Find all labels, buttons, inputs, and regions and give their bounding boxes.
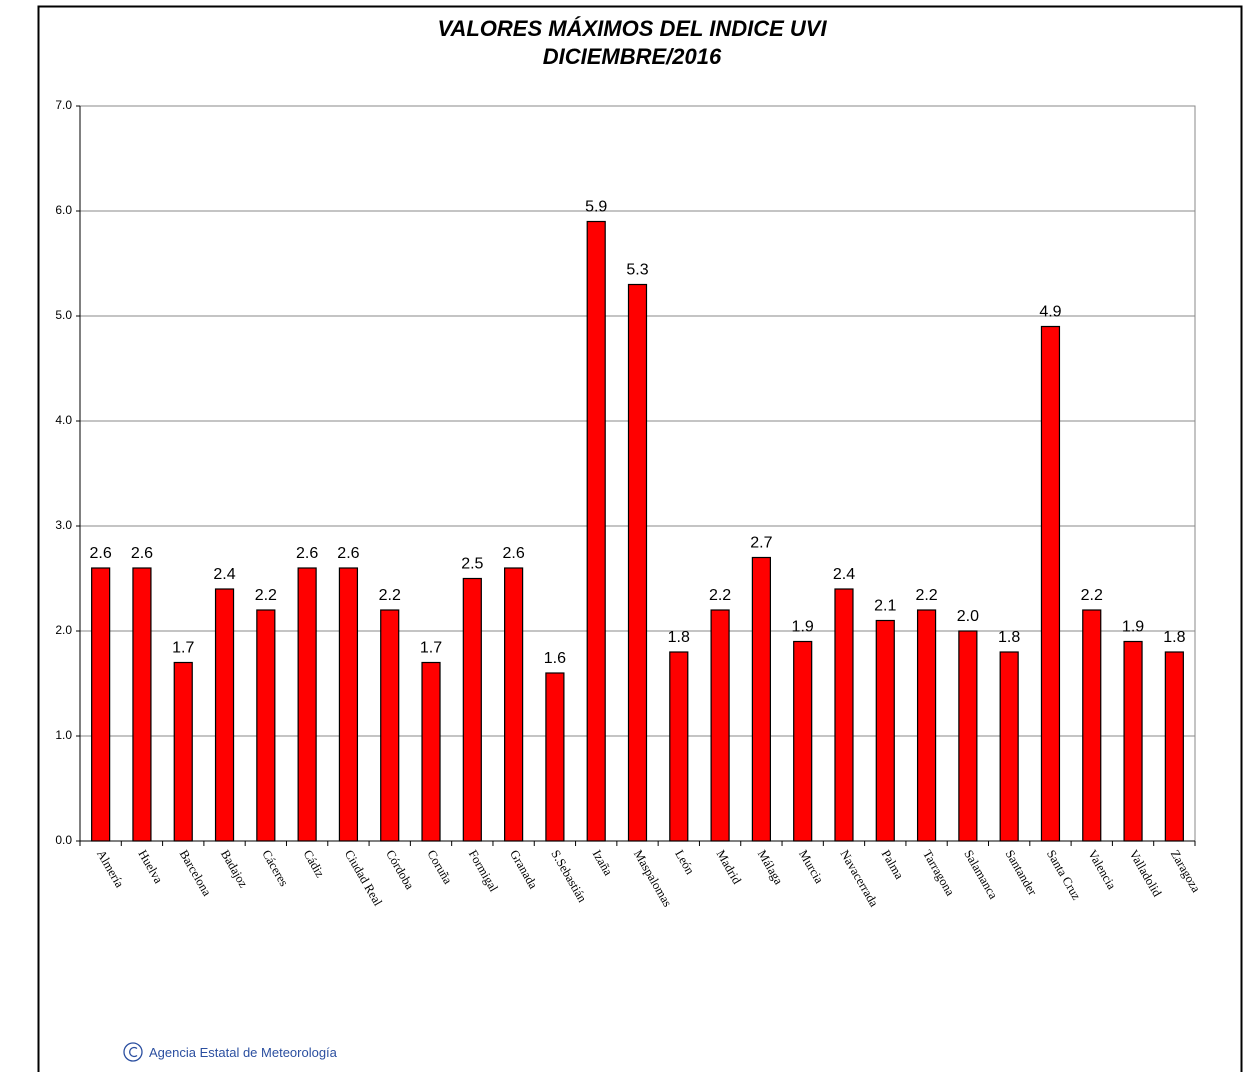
x-tick-label: Zaragoza xyxy=(1168,848,1204,896)
bar xyxy=(793,640,813,842)
bar xyxy=(462,577,482,842)
value-label: 2.6 xyxy=(296,545,318,562)
x-tick-label: Málaga xyxy=(755,848,786,888)
x-tick-label: Cádiz xyxy=(301,848,328,881)
value-label: 2.6 xyxy=(337,545,359,562)
value-label: 1.6 xyxy=(544,650,566,667)
x-tick-label: Valencia xyxy=(1085,848,1119,893)
bar xyxy=(958,630,978,842)
frame xyxy=(37,5,1243,1072)
x-tick-label: Cáceres xyxy=(259,848,291,889)
value-label: 2.2 xyxy=(1081,587,1103,604)
value-label: 2.0 xyxy=(957,608,979,625)
x-tick-label: Tarragona xyxy=(920,848,958,899)
y-tick-label: 6.0 xyxy=(55,203,72,217)
value-label: 4.9 xyxy=(1039,304,1061,321)
bar xyxy=(1082,609,1102,842)
bar xyxy=(669,651,689,842)
chart-title: VALORES MÁXIMOS DEL INDICE UVI xyxy=(437,16,827,41)
bar xyxy=(875,619,895,842)
value-label: 2.7 xyxy=(750,535,772,552)
copyright-icon xyxy=(123,1042,143,1062)
x-tick-label: Santa Cruz xyxy=(1044,848,1084,903)
x-tick-label: Córdoba xyxy=(383,848,417,893)
bar xyxy=(1164,651,1184,842)
value-label: 1.7 xyxy=(420,640,442,657)
x-tick-label: Badajoz xyxy=(218,848,251,891)
x-tick-label: Salamanca xyxy=(961,848,1000,902)
value-label: 1.7 xyxy=(172,640,194,657)
value-label: 1.8 xyxy=(998,629,1020,646)
value-label: 2.2 xyxy=(379,587,401,604)
bar xyxy=(545,672,565,842)
x-tick-label: León xyxy=(672,848,697,878)
bar xyxy=(380,609,400,842)
x-tick-label: Huelva xyxy=(135,848,165,887)
value-label: 5.9 xyxy=(585,199,607,216)
value-label: 2.2 xyxy=(255,587,277,604)
x-tick-label: Maspalomas xyxy=(631,848,675,910)
bar xyxy=(421,661,441,842)
bar xyxy=(91,567,111,842)
bar xyxy=(214,588,235,842)
x-tick-label: Murcia xyxy=(796,848,826,887)
x-tick-label: Barcelona xyxy=(177,848,215,899)
value-label: 1.9 xyxy=(792,619,814,636)
bar xyxy=(627,283,648,842)
bar xyxy=(173,661,193,842)
value-label: 2.4 xyxy=(833,566,855,583)
value-label: 2.6 xyxy=(502,545,524,562)
value-label: 2.6 xyxy=(131,545,153,562)
x-tick-label: Palma xyxy=(879,848,907,882)
value-label: 2.5 xyxy=(461,556,483,573)
value-label: 2.2 xyxy=(709,587,731,604)
value-label: 1.9 xyxy=(1122,619,1144,636)
y-tick-label: 5.0 xyxy=(55,308,72,322)
value-label: 2.1 xyxy=(874,598,896,615)
y-tick-label: 4.0 xyxy=(55,413,72,427)
bar xyxy=(297,567,317,842)
bar xyxy=(834,588,854,842)
bar xyxy=(504,567,524,842)
bar xyxy=(710,609,730,842)
bar xyxy=(338,567,359,842)
y-tick-label: 1.0 xyxy=(55,728,72,742)
value-label: 2.4 xyxy=(213,566,235,583)
value-label: 2.6 xyxy=(90,545,112,562)
x-tick-label: Izaña xyxy=(590,848,616,879)
x-tick-label: Granada xyxy=(507,848,541,892)
bar xyxy=(586,220,606,842)
x-tick-label: Coruña xyxy=(424,848,455,887)
footer: Agencia Estatal de Meteorología xyxy=(149,1045,338,1060)
x-tick-label: Formigal xyxy=(466,848,501,895)
chart-subtitle: DICIEMBRE/2016 xyxy=(543,44,722,69)
value-label: 5.3 xyxy=(626,262,648,279)
x-tick-label: Almería xyxy=(94,848,127,891)
x-tick-label: Madrid xyxy=(713,848,744,888)
x-tick-label: Navacerrada xyxy=(837,848,881,910)
value-label: 2.2 xyxy=(915,587,937,604)
bar xyxy=(751,556,771,842)
bar xyxy=(1040,325,1061,842)
bar xyxy=(132,567,152,842)
value-label: 1.8 xyxy=(668,629,690,646)
y-tick-label: 0.0 xyxy=(55,833,72,847)
x-tick-label: S.Sebastián xyxy=(548,848,589,906)
y-tick-label: 7.0 xyxy=(55,98,72,112)
bar xyxy=(916,609,937,842)
bar xyxy=(999,651,1019,842)
x-tick-label: Santander xyxy=(1003,848,1041,899)
y-tick-label: 3.0 xyxy=(55,518,72,532)
y-tick-label: 2.0 xyxy=(55,623,72,637)
value-label: 1.8 xyxy=(1163,629,1185,646)
x-tick-label: Ciudad Real xyxy=(342,848,385,909)
x-tick-label: Valladolid xyxy=(1126,848,1164,900)
bar xyxy=(256,609,276,842)
bar xyxy=(1123,640,1143,842)
